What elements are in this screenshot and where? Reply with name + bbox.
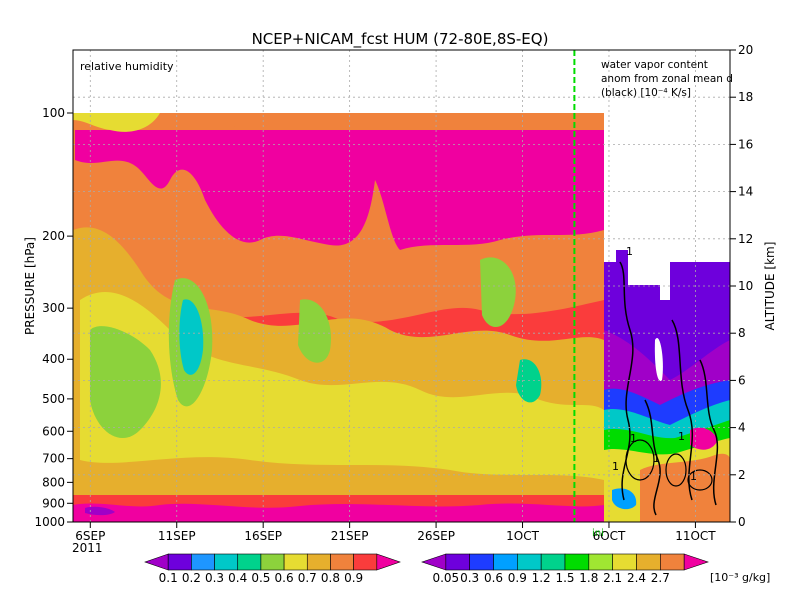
colorbar-segment <box>330 553 354 571</box>
y-ticks-right: 0 2 4 6 8 10 12 14 16 18 20 <box>730 43 753 529</box>
colorbar-segment <box>683 553 709 571</box>
contour-label: 1 <box>690 470 697 483</box>
x-ticks: 6SEP 11SEP 16SEP 21SEP 26SEP 1OCT 6OCT 11OCT <box>75 522 716 543</box>
colorbar-label: 0.3 <box>460 571 479 585</box>
colorbar-segment <box>283 553 308 571</box>
y-right-tick-label: 8 <box>738 326 746 340</box>
contour-label: 1 <box>678 430 685 443</box>
y-left-tick-label: 500 <box>42 392 65 406</box>
colorbar-segment <box>376 553 401 571</box>
contour-label: 1 <box>626 245 633 258</box>
y-left-tick-label: 300 <box>42 301 65 315</box>
y-left-tick-label: 600 <box>42 424 65 438</box>
chart-title: NCEP+NICAM_fcst HUM (72-80E,8S-EQ) <box>252 30 549 49</box>
colorbar-label: 0.6 <box>484 571 503 585</box>
colorbar-segment <box>469 553 494 571</box>
colorbar-label: 0.3 <box>205 571 224 585</box>
init-label: ini <box>592 528 604 539</box>
contour-label: 1 <box>653 452 660 465</box>
colorbar-segment <box>517 553 542 571</box>
y-right-tick-label: 10 <box>738 279 753 293</box>
x-tick-label: 21SEP <box>331 529 369 543</box>
colorbar-label: 0.5 <box>251 571 270 585</box>
x-tick-label: 6SEP <box>75 529 105 543</box>
y-ticks-left: 100 200 300 400 500 600 700 800 900 1000 <box>34 106 73 529</box>
colorbar-label: 0.2 <box>182 571 201 585</box>
colorbar-segment <box>144 553 169 571</box>
panel-right-label-line: (black) [10⁻⁴ K/s] <box>601 87 691 99</box>
y-left-tick-label: 800 <box>42 475 65 489</box>
y-left-tick-label: 200 <box>42 229 65 243</box>
colorbar-segment <box>214 553 239 571</box>
y-right-tick-label: 16 <box>738 137 753 151</box>
colorbar-segment <box>636 553 661 571</box>
colorbar-segment <box>660 553 685 571</box>
colorbar-right-unit: [10⁻³ g/kg] <box>710 571 770 584</box>
contour-labels: 1 1 1 1 1 1 <box>612 245 697 483</box>
colorbar-label: 1.2 <box>532 571 551 585</box>
colorbar-segment <box>564 553 590 571</box>
wv-anomaly-field <box>604 113 730 522</box>
x-year-label: 2011 <box>72 541 103 555</box>
rh-field <box>73 113 604 522</box>
y-left-tick-label: 900 <box>42 496 65 510</box>
colorbar-label: 0.7 <box>298 571 317 585</box>
y-right-tick-label: 4 <box>738 421 746 435</box>
colorbar-label: 0.9 <box>344 571 363 585</box>
colorbar-label: 2.1 <box>603 571 622 585</box>
colorbar-segment <box>493 553 518 571</box>
x-tick-label: 6OCT <box>593 529 626 543</box>
y-axis-right-label: ALTITUDE [km] <box>763 242 777 331</box>
y-right-tick-label: 6 <box>738 373 746 387</box>
colorbar-label: 0.1 <box>159 571 178 585</box>
colorbar-segment <box>540 553 566 571</box>
x-tick-label: 1OCT <box>506 529 539 543</box>
colorbar-segment <box>191 553 215 571</box>
contour-label: 1 <box>612 460 619 473</box>
panel-right-label-line: anom from zonal mean d <box>601 73 733 85</box>
panel-left-label: relative humidity <box>80 60 174 73</box>
x-tick-label: 11OCT <box>675 529 716 543</box>
x-tick-label: 11SEP <box>158 529 196 543</box>
y-left-tick-label: 700 <box>42 452 65 466</box>
colorbar-label: 2.7 <box>651 571 670 585</box>
colorbar-label: 0.6 <box>275 571 294 585</box>
colorbar-right: 0.05 0.3 0.6 0.9 1.2 1.5 1.8 2.1 2.4 2.7 <box>421 553 709 585</box>
colorbar-label: 0.4 <box>228 571 247 585</box>
x-tick-label: 16SEP <box>244 529 282 543</box>
y-left-tick-label: 400 <box>42 352 65 366</box>
x-tick-label: 26SEP <box>417 529 455 543</box>
colorbar-segment <box>445 553 470 571</box>
colorbar-segment <box>167 553 192 571</box>
colorbar-label: 1.8 <box>579 571 598 585</box>
y-right-tick-label: 12 <box>738 232 753 246</box>
y-right-tick-label: 20 <box>738 43 753 57</box>
colorbar-label: 2.4 <box>627 571 646 585</box>
colorbar-label: 1.5 <box>555 571 574 585</box>
colorbar-segment <box>237 553 262 571</box>
colorbar-segment <box>421 553 447 571</box>
y-left-tick-label: 100 <box>42 106 65 120</box>
y-axis-left-label: PRESSURE [hPa] <box>23 237 37 335</box>
colorbar-left: 0.1 0.2 0.3 0.4 0.5 0.6 0.7 0.8 0.9 <box>144 553 401 585</box>
plot-frame <box>72 49 731 523</box>
panel-right-label-line: water vapor content <box>601 59 708 71</box>
colorbar-segment <box>306 553 331 571</box>
colorbar-label: 0.8 <box>321 571 340 585</box>
y-right-tick-label: 14 <box>738 185 753 199</box>
y-right-tick-label: 2 <box>738 468 746 482</box>
y-left-tick-label: 1000 <box>34 515 65 529</box>
grid-lines <box>73 50 730 522</box>
colorbar-segment <box>612 553 637 571</box>
colorbar-label: 0.05 <box>432 571 459 585</box>
y-right-tick-label: 0 <box>738 515 746 529</box>
colorbar-segment <box>588 553 613 571</box>
colorbar-segment <box>260 553 285 571</box>
colorbar-segment <box>353 553 378 571</box>
panel-right-label: water vapor content anom from zonal mean … <box>601 59 733 99</box>
colorbar-label: 0.9 <box>508 571 527 585</box>
y-right-tick-label: 18 <box>738 90 753 104</box>
contour-label: 1 <box>630 432 637 445</box>
